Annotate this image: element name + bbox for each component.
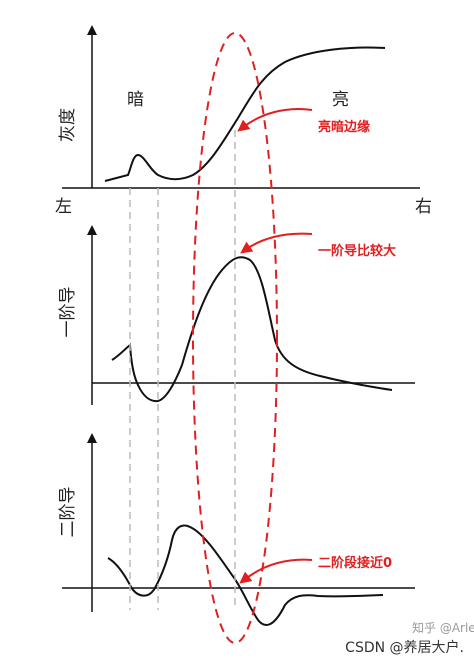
first-derivative-y-label: 一阶导	[58, 287, 78, 338]
second-derivative-curve	[107, 524, 384, 626]
edge-annotation-text: 亮暗边缘	[318, 119, 370, 135]
watermark-text: 知乎 @Arler	[412, 621, 474, 635]
x-right-label: 右	[415, 197, 432, 217]
guide-lines	[129, 130, 236, 610]
second-derivative-panel: 二阶导	[58, 433, 415, 626]
grayscale-curve	[104, 46, 386, 182]
source-credit: CSDN @养居大户.	[345, 639, 464, 656]
bright-region-label: 亮	[332, 90, 349, 110]
second-derivative-annotation-text: 二阶段接近0	[318, 555, 392, 571]
x-left-label: 左	[55, 197, 72, 217]
first-derivative-panel: 一阶导	[58, 225, 415, 405]
edge-highlight-ellipse	[192, 32, 278, 644]
first-derivative-curve	[111, 256, 393, 403]
second-derivative-annotation-arrow	[239, 558, 313, 584]
dark-region-label: 暗	[127, 90, 144, 110]
first-derivative-annotation-text: 一阶导比较大	[318, 243, 396, 259]
grayscale-panel: 灰度 暗 亮 左 右	[55, 25, 432, 217]
annotations: 亮暗边缘 一阶导比较大 二阶段接近0	[237, 108, 396, 584]
first-derivative-annotation-arrow	[240, 232, 313, 254]
edge-annotation-arrow	[237, 108, 313, 132]
grayscale-y-label: 灰度	[58, 108, 78, 142]
second-derivative-y-label: 二阶导	[58, 487, 78, 538]
